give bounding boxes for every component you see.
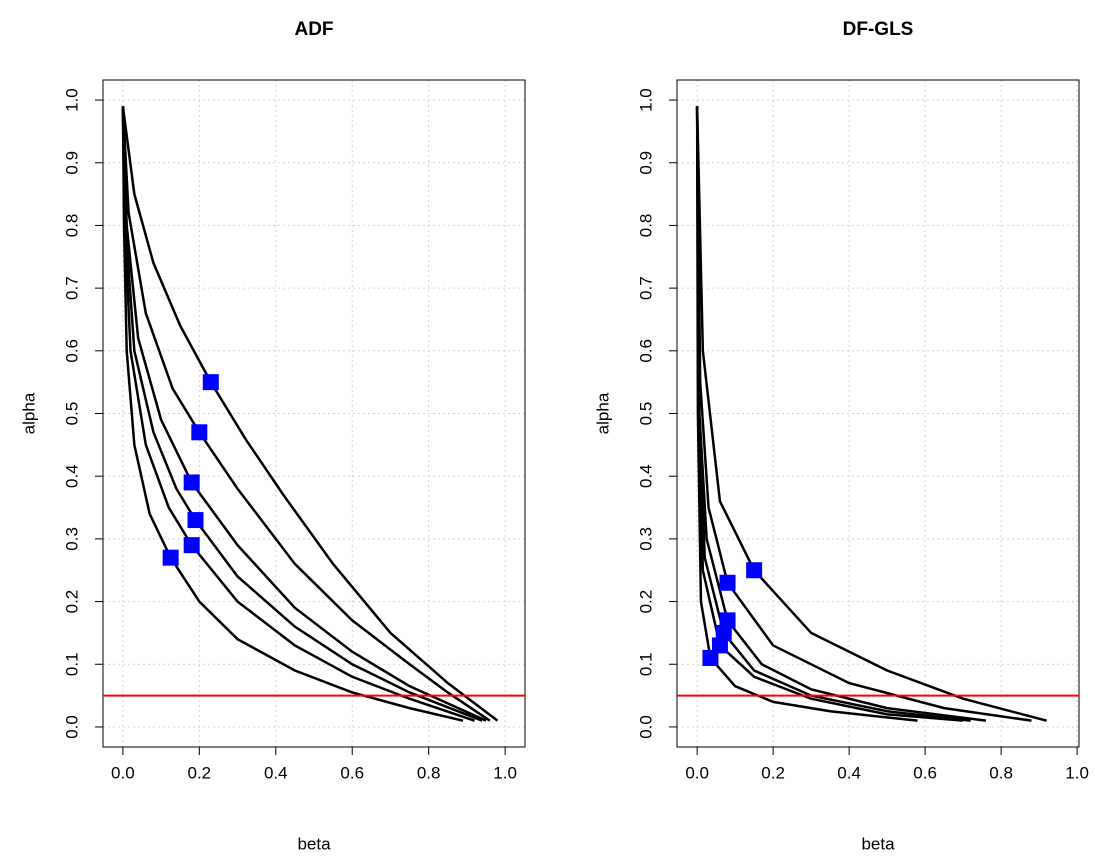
x-tick-label: 0.0 [685, 763, 709, 782]
curve [695, 106, 1032, 722]
y-axis-label: alpha [19, 392, 38, 434]
x-tick-label: 0.4 [264, 763, 288, 782]
y-tick-label: 0.6 [636, 339, 655, 363]
point [711, 637, 728, 654]
y-tick-label: 0.7 [636, 276, 655, 300]
x-tick-label: 0.8 [417, 763, 441, 782]
y-tick-label: 0.5 [62, 402, 81, 426]
y-tick-label: 0.9 [636, 151, 655, 175]
point [191, 424, 208, 441]
curve [695, 106, 1048, 722]
point [715, 624, 732, 641]
plot-frame [676, 79, 1080, 748]
x-axis-label: beta [297, 834, 331, 853]
x-tick-label: 1.0 [493, 763, 517, 782]
y-tick-label: 0.1 [62, 652, 81, 676]
curve [121, 106, 487, 722]
point [719, 612, 736, 629]
point [202, 374, 219, 391]
x-tick-label: 0.4 [837, 763, 861, 782]
y-tick-label: 0.4 [62, 464, 81, 488]
y-tick-label: 0.0 [62, 715, 81, 739]
y-tick-label: 0.9 [62, 151, 81, 175]
y-tick-label: 0.2 [636, 590, 655, 614]
x-tick-label: 0.8 [989, 763, 1013, 782]
x-tick-label: 0.6 [913, 763, 937, 782]
x-tick-label: 0.0 [111, 763, 135, 782]
y-tick-label: 0.3 [636, 527, 655, 551]
point [702, 649, 719, 666]
y-axis-label: alpha [593, 392, 612, 434]
x-tick-label: 1.0 [1065, 763, 1089, 782]
curve [695, 106, 987, 722]
y-tick-label: 1.0 [62, 88, 81, 112]
plot-frame [102, 79, 526, 748]
y-tick-label: 0.0 [636, 715, 655, 739]
y-tick-label: 0.6 [62, 339, 81, 363]
point [162, 549, 179, 566]
curve [121, 106, 499, 722]
x-tick-label: 0.2 [761, 763, 785, 782]
y-tick-label: 0.1 [636, 652, 655, 676]
x-axis-label: beta [861, 834, 895, 853]
x-tick-label: 0.6 [340, 763, 364, 782]
y-tick-label: 0.2 [62, 590, 81, 614]
x-tick-label: 0.2 [188, 763, 212, 782]
point [183, 474, 200, 491]
curve [121, 106, 491, 722]
y-tick-label: 0.8 [636, 214, 655, 238]
point [187, 512, 204, 529]
chart-title: ADF [294, 19, 333, 40]
y-tick-label: 0.4 [636, 464, 655, 488]
y-tick-label: 0.3 [62, 527, 81, 551]
chart-title: DF-GLS [843, 19, 914, 40]
y-tick-label: 0.8 [62, 214, 81, 238]
point [183, 537, 200, 554]
y-tick-label: 0.5 [636, 402, 655, 426]
point [719, 574, 736, 591]
y-tick-label: 0.7 [62, 276, 81, 300]
point [746, 562, 763, 579]
y-tick-label: 1.0 [636, 88, 655, 112]
